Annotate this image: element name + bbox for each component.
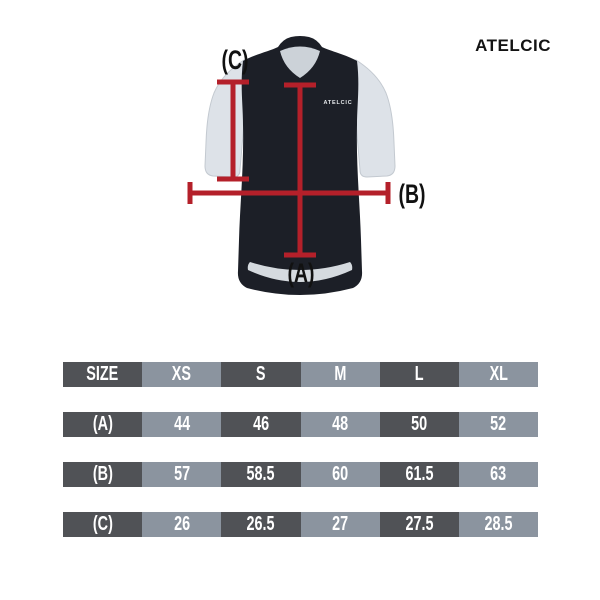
cell-b-s: 58.5: [221, 462, 301, 487]
cell-a-xl: 52: [458, 412, 539, 437]
cell-value: 50: [411, 413, 428, 435]
header-label: XL: [489, 363, 508, 385]
row-label: (A): [92, 413, 113, 435]
table-header-row: SIZE XS S M L XL: [63, 362, 539, 387]
row-b-label-cell: (B): [63, 462, 143, 487]
header-label: SIZE: [86, 363, 119, 385]
row-label: (C): [92, 513, 113, 535]
table-row-c: (C) 26 26.5 27 27.5 28.5: [63, 512, 539, 537]
header-cell-size: SIZE: [63, 362, 143, 387]
jersey-measurement-diagram: ATELCIC (C) (B) (A): [150, 25, 450, 325]
cell-value: 46: [252, 413, 269, 435]
cell-b-xl: 63: [458, 462, 539, 487]
measurement-label-c: (C): [222, 45, 249, 75]
jersey-hem-panel: [247, 262, 353, 282]
measurement-line-b: [187, 182, 391, 204]
brand-logo: ATELCIC: [475, 36, 551, 55]
table-row-a: (A) 44 46 48 50 52: [63, 412, 539, 437]
cell-a-m: 48: [300, 412, 380, 437]
jersey-left-sleeve: [204, 59, 245, 178]
cell-b-m: 60: [300, 462, 380, 487]
header-cell-l: L: [379, 362, 459, 387]
header-cell-s: S: [221, 362, 301, 387]
header-label: S: [256, 363, 266, 385]
cell-value: 48: [332, 413, 349, 435]
cell-value: 27: [332, 513, 349, 535]
cell-value: 44: [173, 413, 190, 435]
jersey-right-sleeve: [355, 59, 396, 178]
cell-c-s: 26.5: [221, 512, 301, 537]
measurement-label-a: (A): [288, 258, 315, 288]
header-label: XS: [172, 363, 192, 385]
row-c-label-cell: (C): [63, 512, 143, 537]
row-a-label-cell: (A): [63, 412, 143, 437]
cell-c-xs: 26: [142, 512, 222, 537]
size-chart-table: SIZE XS S M L XL (A) 44 46 48 50 52 (B) …: [63, 362, 539, 562]
cell-value: 28.5: [484, 513, 513, 535]
cell-c-m: 27: [300, 512, 380, 537]
cell-value: 27.5: [405, 513, 434, 535]
cell-b-xs: 57: [142, 462, 222, 487]
cell-value: 61.5: [405, 463, 434, 485]
header-cell-xs: XS: [142, 362, 222, 387]
cell-value: 58.5: [246, 463, 275, 485]
cell-b-l: 61.5: [379, 462, 459, 487]
header-label: L: [414, 363, 424, 385]
cell-a-s: 46: [221, 412, 301, 437]
cell-value: 52: [490, 413, 507, 435]
cell-value: 26: [173, 513, 190, 535]
cell-value: 57: [173, 463, 190, 485]
cell-c-l: 27.5: [379, 512, 459, 537]
header-cell-xl: XL: [458, 362, 539, 387]
cell-value: 60: [332, 463, 349, 485]
header-label: M: [334, 363, 347, 385]
row-label: (B): [92, 463, 113, 485]
cell-a-l: 50: [379, 412, 459, 437]
measurement-line-a: [284, 82, 316, 258]
jersey-chest-logo: ATELCIC: [323, 100, 352, 106]
table-row-b: (B) 57 58.5 60 61.5 63: [63, 462, 539, 487]
cell-a-xs: 44: [142, 412, 222, 437]
measurement-line-c: [217, 79, 249, 182]
measurement-label-b: (B): [399, 179, 426, 209]
cell-value: 26.5: [246, 513, 275, 535]
jersey-illustration: ATELCIC (C) (B) (A): [187, 36, 426, 295]
cell-c-xl: 28.5: [458, 512, 539, 537]
header-cell-m: M: [300, 362, 380, 387]
cell-value: 63: [490, 463, 507, 485]
jersey-collar-inner: [280, 46, 320, 78]
